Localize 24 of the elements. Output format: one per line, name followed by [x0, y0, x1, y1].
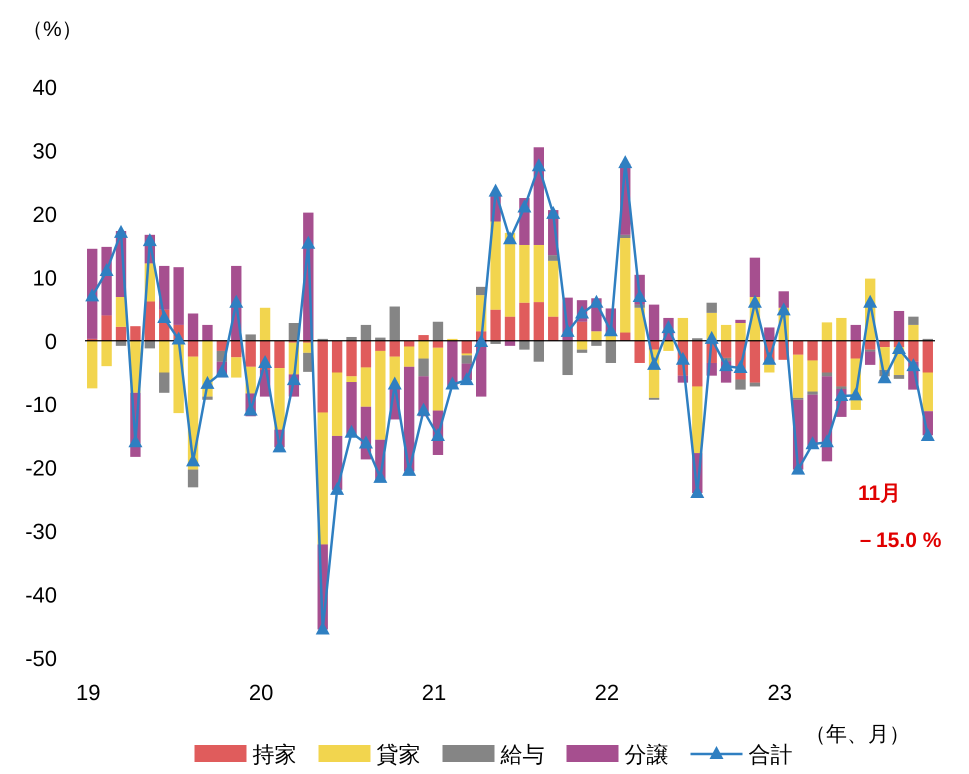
annotation: 11月	[858, 482, 902, 505]
x-tick-label: 21	[422, 680, 446, 705]
y-tick-label: 0	[44, 328, 57, 354]
y-tick-label: 10	[32, 265, 57, 290]
legend-label: 分譲	[624, 742, 668, 767]
legend-label: 貸家	[376, 742, 420, 767]
x-tick-label: 19	[76, 680, 100, 705]
y-tick-label: 20	[32, 202, 57, 227]
y-tick-label: 30	[32, 138, 57, 164]
annotation: －15.0 %	[855, 529, 942, 552]
y-tick-label: -10	[25, 392, 57, 418]
x-tick-label: 20	[248, 680, 274, 705]
y-tick-label: -20	[25, 456, 57, 481]
legend-label: 持家	[252, 742, 296, 767]
x-tick-label: 22	[594, 680, 620, 705]
y-tick-label: -40	[25, 582, 57, 608]
y-tick-label: -50	[25, 646, 57, 671]
y-tick-label: 40	[32, 75, 57, 100]
x-axis-title: （年、月）	[805, 723, 910, 746]
legend-label: 合計	[748, 742, 792, 767]
legend-label: 給与	[500, 742, 544, 767]
y-tick-label: -30	[25, 519, 57, 544]
x-tick-label: 23	[767, 680, 792, 705]
y-axis-title: （%）	[22, 18, 83, 41]
